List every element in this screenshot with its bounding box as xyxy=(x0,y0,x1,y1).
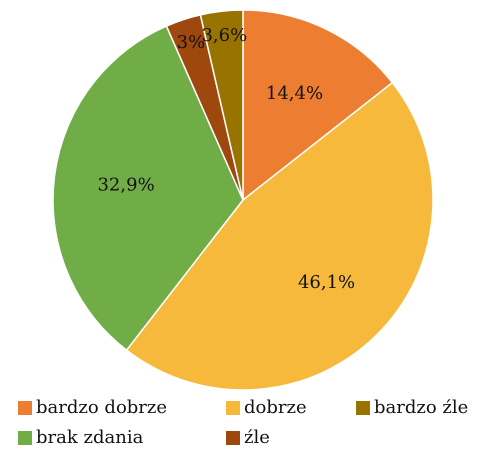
legend-swatch xyxy=(18,431,32,445)
data-label: 3% xyxy=(177,32,206,53)
pie-slice xyxy=(125,81,434,391)
data-label: 3,6% xyxy=(201,25,247,46)
data-label: 32,9% xyxy=(97,175,154,196)
legend-swatch xyxy=(18,401,32,415)
pie-slice xyxy=(52,25,244,352)
data-label: 46,1% xyxy=(298,272,355,293)
legend-label: bardzo dobrze xyxy=(36,397,167,418)
legend-swatch xyxy=(356,401,370,415)
legend-label: brak zdania xyxy=(36,427,144,448)
legend-label: bardzo źle xyxy=(374,397,468,418)
legend-swatch xyxy=(226,401,240,415)
legend-label: dobrze xyxy=(244,397,307,418)
legend-swatch xyxy=(226,431,240,445)
data-label: 14,4% xyxy=(266,83,323,104)
pie-slice xyxy=(242,9,394,202)
pie-slice xyxy=(199,9,244,201)
legend-label: źle xyxy=(244,427,270,448)
